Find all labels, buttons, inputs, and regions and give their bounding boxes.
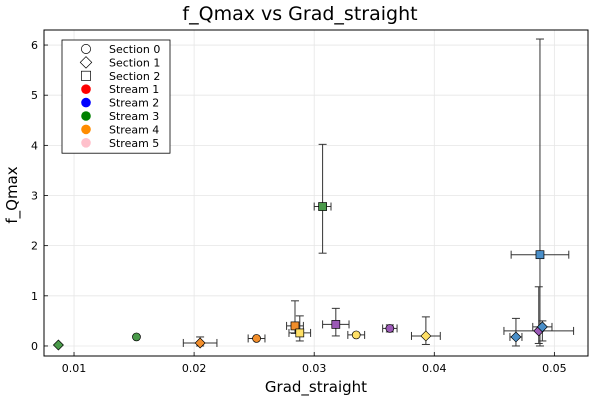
- legend-marker-circle: [81, 44, 91, 54]
- x-axis-label: Grad_straight: [265, 378, 367, 397]
- y-tick-label: 1: [31, 290, 38, 303]
- data-point-circle: [252, 334, 261, 343]
- data-points: [52, 202, 548, 351]
- legend-label: Stream 3: [109, 110, 159, 123]
- legend-marker-color: [81, 111, 91, 121]
- data-point-diamond: [420, 330, 432, 342]
- data-point-diamond: [52, 339, 64, 351]
- y-axis-label: f_Qmax: [3, 166, 22, 223]
- y-tick-label: 6: [31, 39, 38, 52]
- legend-label: Section 2: [109, 70, 160, 83]
- x-tick-label: 0.03: [302, 362, 327, 375]
- data-point-circle: [385, 324, 395, 333]
- legend-marker-diamond: [79, 56, 93, 69]
- data-point-square: [318, 202, 327, 211]
- legend-label: Section 1: [109, 56, 160, 69]
- legend-label: Stream 4: [109, 123, 159, 136]
- legend-marker-color: [81, 138, 91, 148]
- data-point-circle: [351, 330, 361, 340]
- y-tick-label: 0: [31, 340, 38, 353]
- data-point-square: [295, 328, 305, 338]
- x-axis-ticks: 0.01 0.02 0.03 0.04 0.05: [62, 352, 567, 375]
- legend-marker-square: [81, 70, 91, 81]
- legend-label: Stream 2: [109, 97, 159, 110]
- data-point-circle: [132, 332, 141, 342]
- legend-marker-color: [81, 84, 91, 94]
- y-tick-label: 2: [31, 240, 38, 253]
- grid: [44, 30, 588, 356]
- legend-marker-color: [81, 97, 91, 108]
- x-tick-label: 0.01: [62, 362, 87, 375]
- data-point-diamond: [510, 331, 522, 343]
- data-point-diamond: [194, 337, 206, 349]
- legend-label: Stream 1: [109, 83, 159, 96]
- legend-label: Section 0: [109, 43, 160, 56]
- legend-marker-color: [81, 124, 91, 135]
- plot-area-frame: [43, 29, 589, 357]
- data-point-square: [331, 320, 341, 329]
- x-tick-label: 0.04: [422, 362, 447, 375]
- chart-title: f_Qmax vs Grad_straight: [182, 3, 417, 25]
- x-tick-label: 0.02: [182, 362, 207, 375]
- y-axis-ticks: 0 1 2 3 4 5 6: [31, 39, 48, 353]
- data-point-diamond: [536, 321, 548, 333]
- legend-box: [61, 39, 171, 154]
- y-tick-label: 3: [31, 190, 38, 203]
- data-point-square: [535, 250, 545, 260]
- y-tick-label: 4: [31, 139, 38, 152]
- x-tick-label: 0.05: [542, 362, 567, 375]
- y-tick-label: 5: [31, 89, 38, 102]
- data-point-square: [290, 321, 300, 331]
- legend-label: Stream 5: [109, 137, 159, 150]
